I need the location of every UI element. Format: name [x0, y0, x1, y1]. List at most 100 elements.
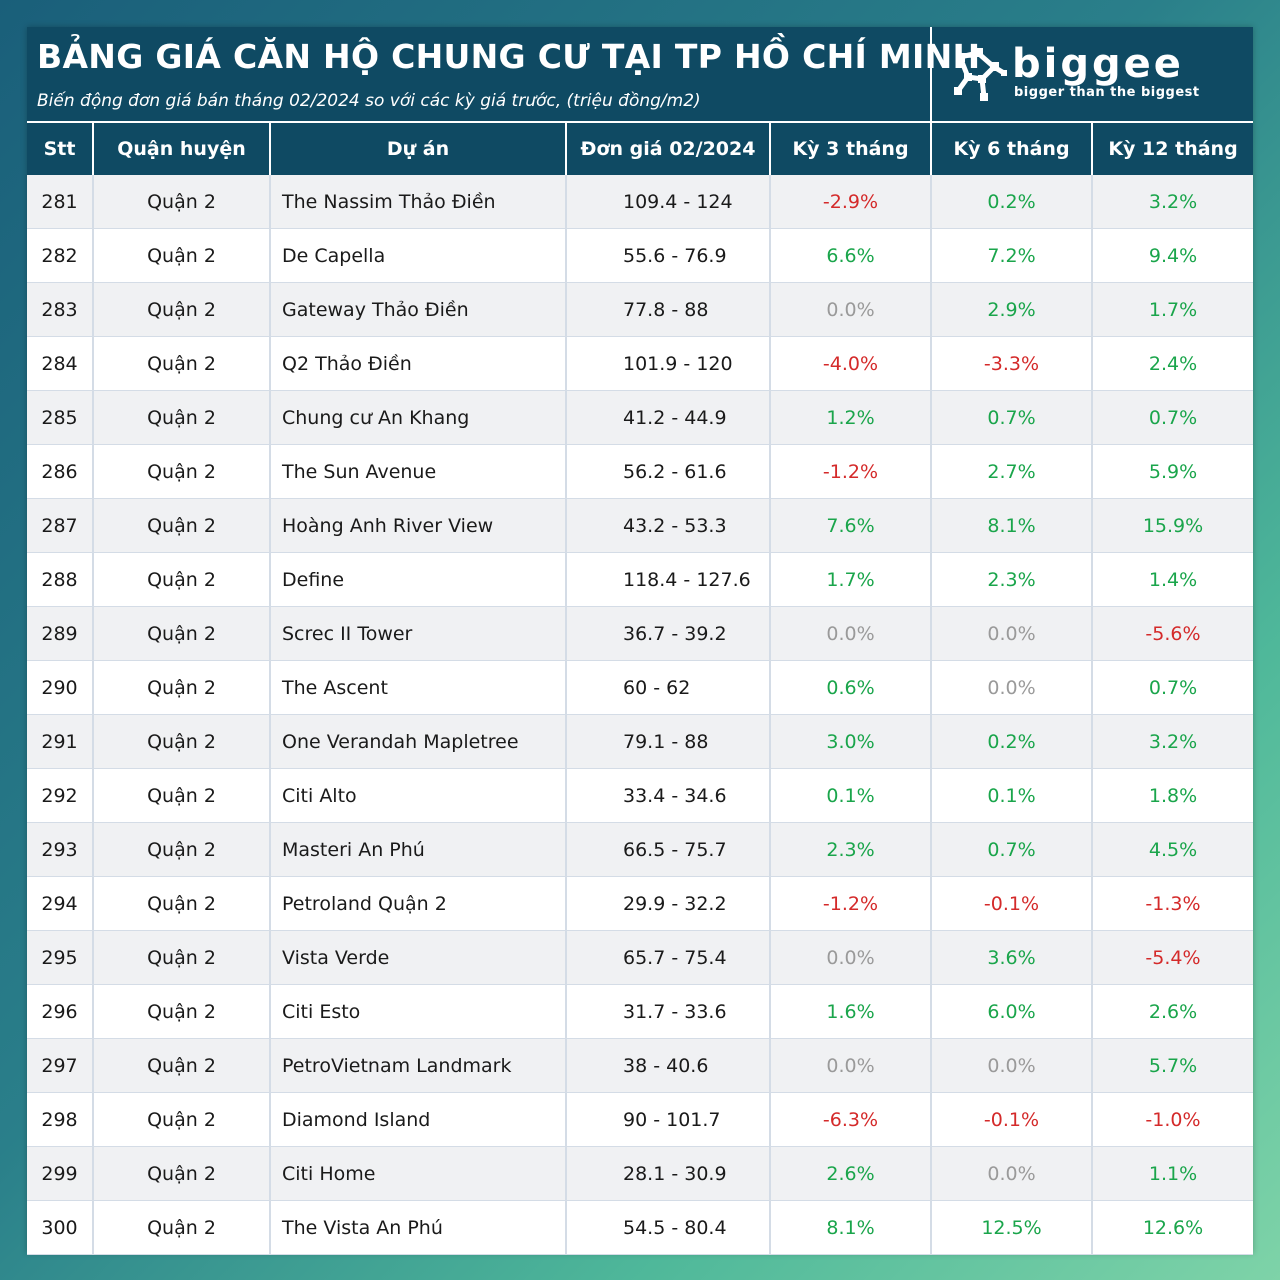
- stt-cell: 282: [27, 228, 93, 283]
- change-6m-cell: 0.0%: [930, 660, 1092, 715]
- price-cell: 54.5 - 80.4: [565, 1200, 770, 1255]
- change-12m-cell: 1.1%: [1091, 1146, 1253, 1201]
- table-row: 282 Quận 2 De Capella 55.6 - 76.9 6.6% 7.2% 9.…: [27, 228, 1253, 283]
- stt-cell: 296: [27, 984, 93, 1039]
- stt-cell: 295: [27, 930, 93, 985]
- stt-cell: 289: [27, 606, 93, 661]
- price-cell: 90 - 101.7: [565, 1092, 770, 1147]
- district-cell: Quận 2: [92, 1146, 270, 1201]
- district-cell: Quận 2: [92, 336, 270, 391]
- stt-cell: 284: [27, 336, 93, 391]
- change-6m-cell: 12.5%: [930, 1200, 1092, 1255]
- change-3m-cell: 2.6%: [769, 1146, 931, 1201]
- change-12m-cell: 0.7%: [1091, 390, 1253, 445]
- col-project-header: Dự án: [269, 121, 566, 175]
- price-cell: 41.2 - 44.9: [565, 390, 770, 445]
- change-12m-cell: 1.7%: [1091, 282, 1253, 337]
- project-cell: Vista Verde: [269, 930, 566, 985]
- stt-cell: 285: [27, 390, 93, 445]
- district-cell: Quận 2: [92, 768, 270, 823]
- change-12m-cell: 1.4%: [1091, 552, 1253, 607]
- project-cell: The Nassim Thảo Điền: [269, 175, 566, 229]
- price-cell: 29.9 - 32.2: [565, 876, 770, 931]
- change-6m-cell: 0.2%: [930, 714, 1092, 769]
- project-cell: PetroVietnam Landmark: [269, 1038, 566, 1093]
- table-header-row: Stt Quận huyện Dự án Đơn giá 02/2024 Kỳ 3 th…: [27, 121, 1253, 175]
- table-row: 283 Quận 2 Gateway Thảo Điền 77.8 - 88 0.0% 2…: [27, 282, 1253, 337]
- page-subtitle: Biến động đơn giá bán tháng 02/2024 so v…: [37, 91, 701, 111]
- col-6m-header: Kỳ 6 tháng: [930, 121, 1092, 175]
- district-cell: Quận 2: [92, 1092, 270, 1147]
- stt-cell: 294: [27, 876, 93, 931]
- change-6m-cell: 3.6%: [930, 930, 1092, 985]
- price-cell: 66.5 - 75.7: [565, 822, 770, 877]
- project-cell: Masteri An Phú: [269, 822, 566, 877]
- table-row: 289 Quận 2 Screc II Tower 36.7 - 39.2 0.0% 0.…: [27, 606, 1253, 661]
- change-12m-cell: 2.6%: [1091, 984, 1253, 1039]
- price-cell: 101.9 - 120: [565, 336, 770, 391]
- change-3m-cell: 0.0%: [769, 930, 931, 985]
- change-6m-cell: 6.0%: [930, 984, 1092, 1039]
- change-12m-cell: 3.2%: [1091, 714, 1253, 769]
- change-3m-cell: -2.9%: [769, 175, 931, 229]
- district-cell: Quận 2: [92, 930, 270, 985]
- change-6m-cell: 2.3%: [930, 552, 1092, 607]
- district-cell: Quận 2: [92, 1200, 270, 1255]
- change-3m-cell: 0.0%: [769, 1038, 931, 1093]
- project-cell: Q2 Thảo Điền: [269, 336, 566, 391]
- change-12m-cell: 15.9%: [1091, 498, 1253, 553]
- district-cell: Quận 2: [92, 282, 270, 337]
- biggee-network-logo-icon: [954, 48, 1007, 101]
- district-cell: Quận 2: [92, 714, 270, 769]
- table-row: 294 Quận 2 Petroland Quận 2 29.9 - 32.2 -1.2…: [27, 876, 1253, 931]
- stt-cell: 281: [27, 175, 93, 229]
- table-row: 300 Quận 2 The Vista An Phú 54.5 - 80.4 8.1%…: [27, 1200, 1253, 1255]
- change-6m-cell: 8.1%: [930, 498, 1092, 553]
- project-cell: Gateway Thảo Điền: [269, 282, 566, 337]
- price-cell: 33.4 - 34.6: [565, 768, 770, 823]
- change-12m-cell: 1.8%: [1091, 768, 1253, 823]
- price-cell: 36.7 - 39.2: [565, 606, 770, 661]
- price-cell: 77.8 - 88: [565, 282, 770, 337]
- stt-cell: 298: [27, 1092, 93, 1147]
- change-6m-cell: 0.0%: [930, 1038, 1092, 1093]
- table-row: 296 Quận 2 Citi Esto 31.7 - 33.6 1.6% 6.0% 2.6…: [27, 984, 1253, 1039]
- table-row: 287 Quận 2 Hoàng Anh River View 43.2 - 53.3…: [27, 498, 1253, 553]
- change-3m-cell: 0.1%: [769, 768, 931, 823]
- change-12m-cell: 2.4%: [1091, 336, 1253, 391]
- district-cell: Quận 2: [92, 175, 270, 229]
- change-3m-cell: 3.0%: [769, 714, 931, 769]
- stt-cell: 292: [27, 768, 93, 823]
- change-3m-cell: 0.6%: [769, 660, 931, 715]
- price-cell: 65.7 - 75.4: [565, 930, 770, 985]
- brand-tagline: bigger than the biggest: [1014, 85, 1200, 100]
- district-cell: Quận 2: [92, 228, 270, 283]
- price-cell: 79.1 - 88: [565, 714, 770, 769]
- table-row: 284 Quận 2 Q2 Thảo Điền 101.9 - 120 -4.0% -3.…: [27, 336, 1253, 391]
- table-row: 288 Quận 2 Define 118.4 - 127.6 1.7% 2.3% 1.4%: [27, 552, 1253, 607]
- table-row: 291 Quận 2 One Verandah Mapletree 79.1 - 88…: [27, 714, 1253, 769]
- change-3m-cell: 0.0%: [769, 282, 931, 337]
- project-cell: The Vista An Phú: [269, 1200, 566, 1255]
- col-district-header: Quận huyện: [92, 121, 270, 175]
- col-12m-header: Kỳ 12 tháng: [1091, 121, 1253, 175]
- change-3m-cell: -6.3%: [769, 1092, 931, 1147]
- price-table: Stt Quận huyện Dự án Đơn giá 02/2024 Kỳ 3 th…: [27, 121, 1253, 1255]
- table-row: 281 Quận 2 The Nassim Thảo Điền 109.4 - 124…: [27, 175, 1253, 229]
- change-6m-cell: -0.1%: [930, 876, 1092, 931]
- change-6m-cell: 0.0%: [930, 1146, 1092, 1201]
- stt-cell: 291: [27, 714, 93, 769]
- change-3m-cell: 7.6%: [769, 498, 931, 553]
- col-price-header: Đơn giá 02/2024: [565, 121, 770, 175]
- district-cell: Quận 2: [92, 552, 270, 607]
- district-cell: Quận 2: [92, 660, 270, 715]
- project-cell: Screc II Tower: [269, 606, 566, 661]
- change-6m-cell: 0.7%: [930, 390, 1092, 445]
- district-cell: Quận 2: [92, 984, 270, 1039]
- change-3m-cell: 8.1%: [769, 1200, 931, 1255]
- change-3m-cell: 1.6%: [769, 984, 931, 1039]
- price-cell: 31.7 - 33.6: [565, 984, 770, 1039]
- change-12m-cell: 0.7%: [1091, 660, 1253, 715]
- price-cell: 60 - 62: [565, 660, 770, 715]
- change-12m-cell: -5.6%: [1091, 606, 1253, 661]
